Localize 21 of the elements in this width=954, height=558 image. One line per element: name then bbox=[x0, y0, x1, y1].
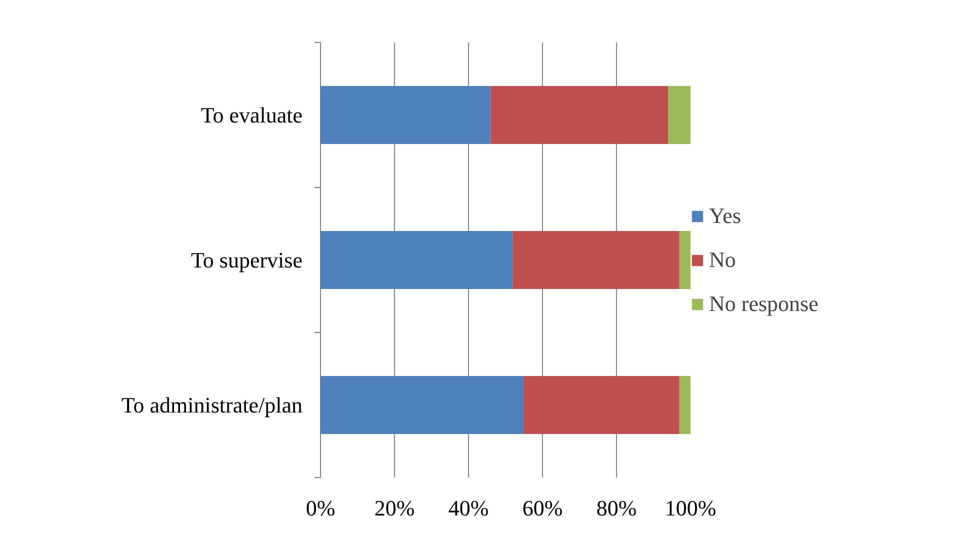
bar bbox=[512, 231, 680, 289]
bar bbox=[524, 376, 680, 434]
x-tick-label: 80% bbox=[596, 496, 637, 520]
bar bbox=[679, 376, 690, 434]
x-tick-label: 0% bbox=[306, 496, 336, 520]
y-tick-label: To supervise bbox=[191, 248, 303, 272]
bar bbox=[320, 231, 513, 289]
bar bbox=[679, 231, 690, 289]
y-tick-label: To administrate/plan bbox=[121, 392, 303, 418]
x-tick-label: 100% bbox=[664, 496, 716, 520]
legend-label: No bbox=[709, 246, 736, 272]
bar bbox=[668, 86, 690, 144]
x-tick-label: 40% bbox=[448, 496, 489, 520]
bar bbox=[490, 86, 668, 144]
x-tick-label: 20% bbox=[374, 496, 415, 520]
y-tick-label: To evaluate bbox=[200, 102, 302, 128]
bar bbox=[320, 86, 491, 144]
x-tick-label: 60% bbox=[522, 496, 563, 520]
bar bbox=[320, 376, 524, 434]
legend-label: Yes bbox=[709, 202, 742, 228]
legend-label: No response bbox=[709, 290, 818, 316]
